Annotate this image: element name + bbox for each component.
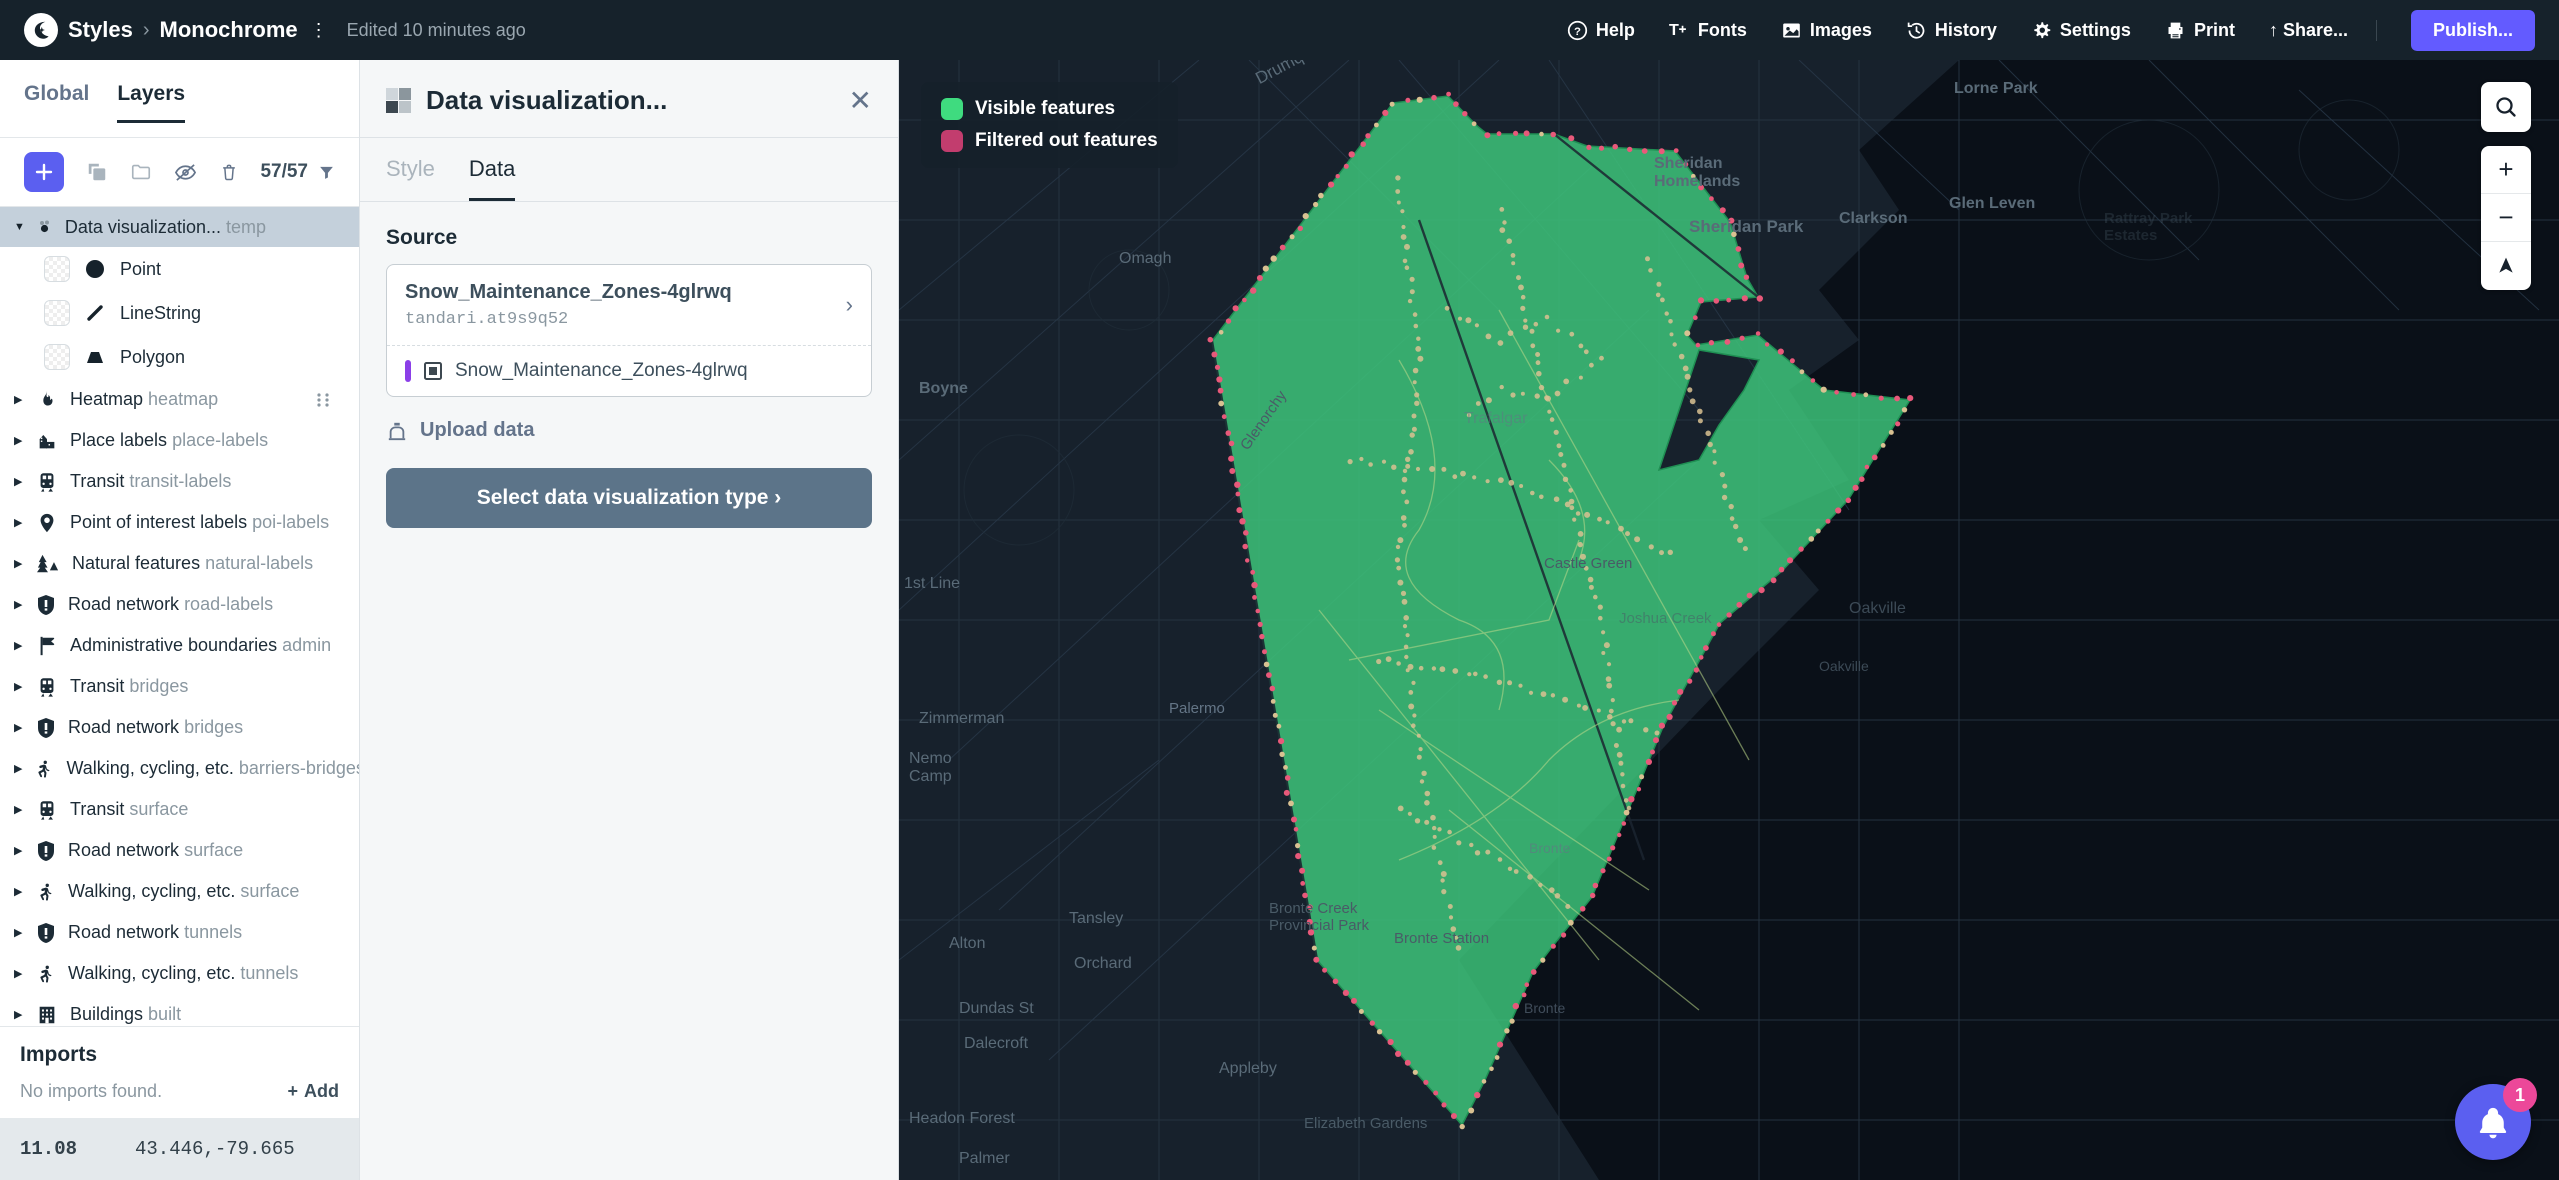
- svg-text:?: ?: [1574, 25, 1581, 37]
- svg-text:T: T: [1669, 21, 1679, 39]
